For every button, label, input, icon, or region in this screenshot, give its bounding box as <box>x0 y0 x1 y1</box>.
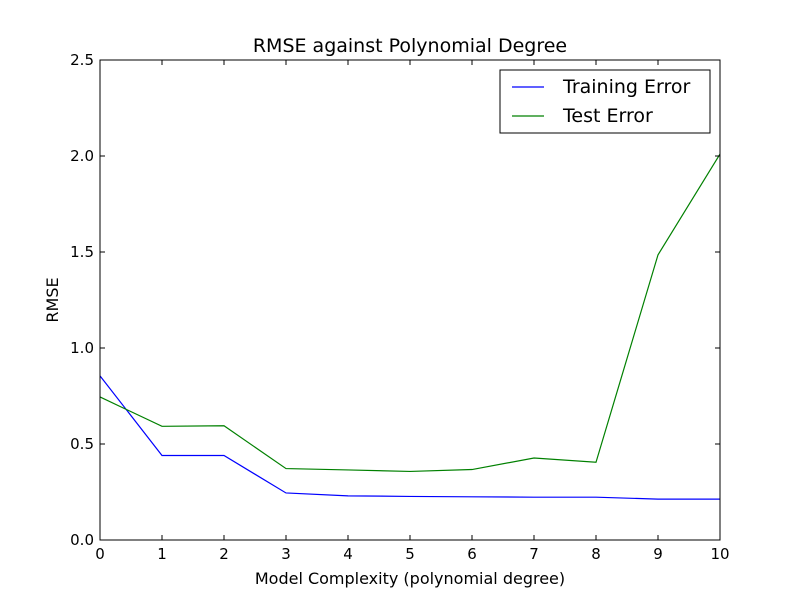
legend-box <box>499 69 711 134</box>
x-tick-label: 7 <box>529 545 539 563</box>
x-tick-label: 6 <box>467 545 477 563</box>
x-tick-label: 5 <box>405 545 415 563</box>
y-tick-label: 2.5 <box>70 51 94 69</box>
y-tick-label: 0.0 <box>70 531 94 549</box>
legend: Training Error Test Error <box>499 69 711 134</box>
x-tick-label: 9 <box>653 545 663 563</box>
y-tick-label: 1.0 <box>70 339 94 357</box>
series-layer <box>99 153 721 500</box>
legend-label-2: Test Error <box>562 105 653 127</box>
x-tick-label: 3 <box>281 545 291 563</box>
y-tick-label: 1.5 <box>70 243 94 261</box>
x-tick-label: 10 <box>710 545 729 563</box>
series-line-1 <box>99 375 720 500</box>
x-tick-label: 8 <box>591 545 601 563</box>
legend-entries: Training Error Test Error <box>512 76 691 127</box>
series-line-2 <box>99 153 721 473</box>
legend-label-1: Training Error <box>562 76 691 98</box>
x-tick-label: 1 <box>157 545 167 563</box>
chart-title: RMSE against Polynomial Degree <box>253 35 567 57</box>
x-axis-label: Model Complexity (polynomial degree) <box>255 569 565 588</box>
x-tick-label: 0 <box>95 545 105 563</box>
y-tick-label: 0.5 <box>70 435 94 453</box>
y-tick-label: 2.0 <box>70 147 94 165</box>
ticks-layer: 0 1 2 3 4 5 6 7 8 9 10 0.0 0.5 1.0 1.5 2.0 2.5 <box>70 51 729 563</box>
plot-area: 0 1 2 3 4 5 6 7 8 9 10 0.0 0.5 1.0 1.5 2.0 2.5 <box>70 51 729 563</box>
x-tick-label: 2 <box>219 545 229 563</box>
x-tick-label: 4 <box>343 545 353 563</box>
y-axis-label: RMSE <box>43 277 62 322</box>
